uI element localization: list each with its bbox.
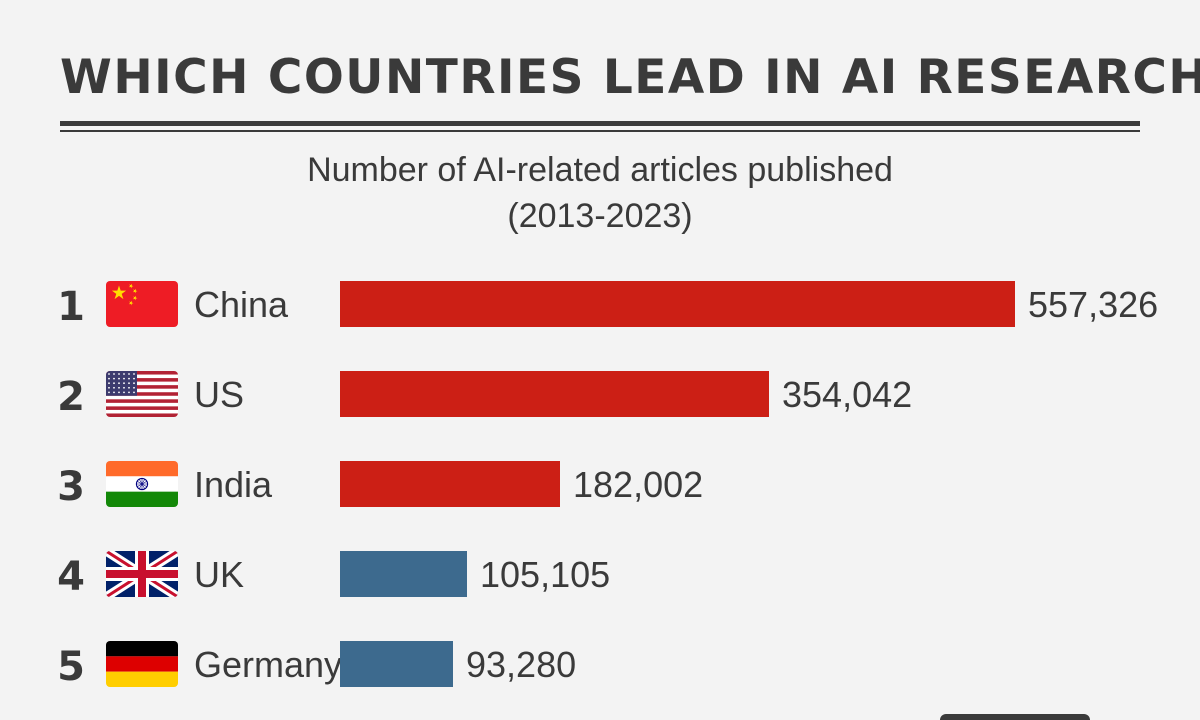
bar-india	[340, 461, 560, 507]
us-flag-icon	[106, 371, 178, 417]
country-label: Germany	[194, 644, 343, 685]
value-label: 93,280	[466, 644, 577, 685]
rank-label: 5	[57, 644, 85, 690]
country-label: US	[194, 374, 245, 415]
chart-subtitle-years: (2013-2023)	[507, 197, 693, 235]
chart-subtitle: Number of AI-related articles published	[307, 151, 893, 189]
bar-row-uk: 4 UK 105,105	[0, 551, 1200, 600]
germany-flag-icon	[106, 641, 178, 687]
rank-label: 3	[57, 464, 85, 510]
chart-title: WHICH COUNTRIES LEAD IN AI RESEARCH?	[60, 50, 1200, 105]
bar-row-germany: 5 Germany 93,280	[0, 641, 1200, 690]
rank-label: 1	[57, 284, 85, 330]
bar-row-us: 2 US 354,042	[0, 371, 1200, 420]
value-label: 354,042	[782, 374, 913, 415]
bar-row-china: 1 China 557,326	[0, 281, 1200, 330]
country-label: China	[194, 284, 289, 325]
title-divider-thick	[60, 121, 1140, 126]
value-label: 182,002	[573, 464, 704, 505]
country-label: UK	[194, 554, 245, 595]
bar-china	[340, 281, 1015, 327]
china-flag-icon	[106, 281, 178, 327]
bar-germany	[340, 641, 453, 687]
bar-row-india: 3 India 182,002	[0, 461, 1200, 510]
title-divider-thin	[60, 130, 1140, 132]
value-label: 105,105	[480, 554, 611, 595]
country-label: India	[194, 464, 273, 505]
value-label: 557,326	[1028, 284, 1159, 325]
uk-flag-icon	[106, 551, 178, 597]
rank-label: 2	[57, 374, 85, 420]
bar-us	[340, 371, 769, 417]
india-flag-icon	[106, 461, 178, 507]
rank-label: 4	[57, 554, 85, 600]
bar-uk	[340, 551, 467, 597]
footer-tab	[940, 714, 1090, 720]
